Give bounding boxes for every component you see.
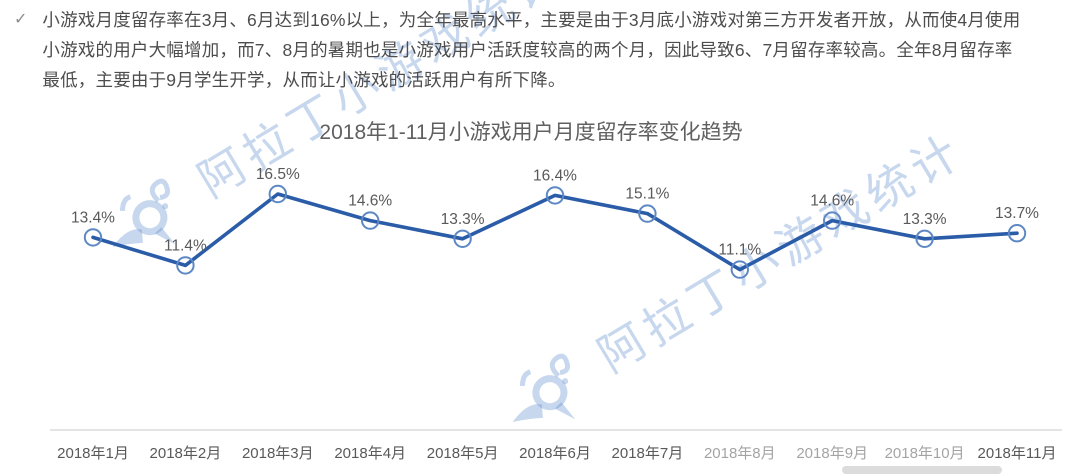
summary-line: 小游戏的用户大幅增加，而7、8月的暑期也是小游戏用户活跃度较高的两个月，因此导致…	[42, 40, 1013, 60]
data-point-label: 14.6%	[810, 193, 854, 210]
x-axis-label: 2018年9月	[796, 445, 868, 462]
summary-section: ✓ 小游戏月度留存率在3月、6月达到16%以上，为全年最高水平，主要是由于3月底…	[14, 5, 1040, 95]
x-axis-label: 2018年7月	[612, 445, 684, 462]
data-point-marker	[83, 228, 103, 247]
x-axis-label: 2018年1月	[57, 445, 129, 462]
x-axis-label: 2018年3月	[242, 445, 314, 462]
data-point-label: 14.6%	[348, 193, 392, 210]
data-point-label: 15.1%	[625, 186, 669, 203]
data-point-marker	[176, 256, 195, 275]
x-axis-label: 2018年2月	[150, 445, 222, 462]
x-axis-label: 2018年4月	[334, 445, 406, 462]
data-point-label: 13.3%	[441, 211, 485, 228]
data-point-marker	[915, 229, 934, 249]
bottom-progress-bar	[842, 466, 1002, 474]
data-point-label: 16.4%	[533, 167, 577, 184]
data-point-marker	[545, 186, 565, 205]
data-point-marker	[453, 229, 472, 249]
summary-line: 最低，主要由于9月学生开学，从而让小游戏的活跃用户有所下降。	[42, 70, 566, 90]
summary-line: 小游戏月度留存率在3月、6月达到16%以上，为全年最高水平，主要是由于3月底小游…	[42, 10, 1021, 30]
data-point-marker	[1007, 224, 1027, 243]
data-point-label: 11.4%	[164, 237, 207, 254]
data-point-label: 13.7%	[995, 205, 1039, 222]
trend-line	[91, 192, 1019, 272]
x-axis-label: 2018年8月	[704, 445, 776, 462]
x-axis-label: 2018年11月	[978, 445, 1057, 462]
data-point-marker	[730, 260, 749, 279]
data-point-marker	[268, 184, 287, 204]
data-point-label: 16.5%	[256, 166, 300, 183]
summary-paragraph: 小游戏月度留存率在3月、6月达到16%以上，为全年最高水平，主要是由于3月底小游…	[42, 5, 1040, 95]
data-point-label: 13.3%	[903, 211, 947, 228]
data-point-marker	[361, 211, 380, 230]
x-axis-label: 2018年10月	[885, 445, 965, 462]
chart-title: 2018年1-11月小游戏用户月度留存率变化趋势	[319, 121, 743, 144]
data-point-label: 13.4%	[71, 209, 115, 226]
data-point-label: 11.1%	[718, 242, 761, 259]
data-point-marker	[638, 204, 657, 223]
data-point-marker	[823, 211, 842, 230]
check-bullet-icon: ✓	[14, 11, 28, 28]
x-axis-label: 2018年6月	[519, 445, 591, 462]
x-axis-label: 2018年5月	[427, 445, 499, 462]
retention-trend-line-chart: 13.4% 2018年1月 11.4% 2018年2月 16.5% 2018年3月 14.6…	[50, 166, 1062, 462]
